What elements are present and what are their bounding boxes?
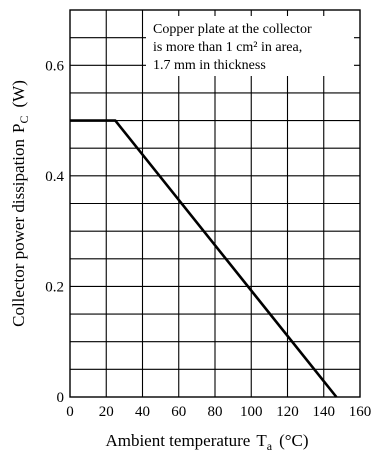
y-axis-unit: (W) — [9, 80, 28, 107]
x-tick-label: 160 — [349, 404, 372, 420]
x-axis-symbol: T — [256, 431, 267, 450]
annotation-line-2: is more than 1 cm² in area, — [153, 40, 302, 55]
annotation-background — [146, 16, 354, 76]
y-tick-label: 0.6 — [45, 58, 64, 74]
y-axis-symbol: P — [9, 124, 28, 133]
x-tick-label: 20 — [99, 404, 114, 420]
x-tick-label: 0 — [66, 404, 74, 420]
plot-frame — [69, 9, 361, 398]
derating-curve — [70, 119, 338, 398]
y-axis-label: Collector power dissipation PC (W) — [9, 80, 31, 327]
y-axis-subscript: C — [17, 115, 31, 123]
x-tick-label: 80 — [208, 404, 223, 420]
x-tick-label: 120 — [276, 404, 299, 420]
y-tick-label: 0 — [57, 390, 65, 406]
y-tick-labels: 0 0.2 0.4 0.6 — [45, 58, 64, 406]
x-tick-label: 60 — [171, 404, 186, 420]
y-axis-label-text: Collector power dissipation — [9, 138, 28, 326]
annotation: Copper plate at the collector is more th… — [153, 22, 312, 73]
annotation-line-3: 1.7 mm in thickness — [153, 58, 266, 73]
x-tick-labels: 0 20 40 60 80 100 120 140 160 — [66, 404, 371, 420]
y-tick-label: 0.4 — [45, 169, 64, 185]
x-axis-label-text: Ambient temperature — [105, 431, 250, 450]
x-axis-unit: (°C) — [279, 431, 308, 450]
x-tick-label: 100 — [240, 404, 263, 420]
annotation-line-1: Copper plate at the collector — [153, 22, 312, 37]
series-layer — [70, 119, 338, 398]
y-tick-label: 0.2 — [45, 279, 64, 295]
x-tick-label: 140 — [313, 404, 336, 420]
x-tick-label: 40 — [135, 404, 150, 420]
x-axis-subscript: a — [267, 439, 273, 453]
x-axis-label: Ambient temperature Ta (°C) — [105, 431, 308, 453]
